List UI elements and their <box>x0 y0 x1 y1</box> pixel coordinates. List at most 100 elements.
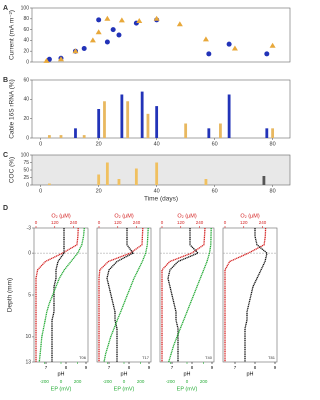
bar <box>47 183 51 185</box>
x-axis-title: Time (days) <box>144 196 178 203</box>
bar <box>97 109 101 138</box>
x-tick-label: 120 <box>51 220 59 225</box>
point <box>43 57 50 63</box>
y-tick-label: 0 <box>26 135 29 141</box>
profile-line <box>167 228 200 362</box>
point <box>118 17 125 23</box>
x-axis-title: EP (mV) <box>114 386 135 392</box>
x-tick-label: 200 <box>74 379 82 384</box>
x-axis-title: O₂ (µM) <box>51 213 71 219</box>
panel-label: B <box>3 77 8 84</box>
profile-line <box>38 227 85 363</box>
profile-line <box>35 227 79 362</box>
point <box>116 32 122 38</box>
x-tick-label: 240 <box>259 220 267 225</box>
bar <box>207 128 211 138</box>
x-tick-label: 8 <box>254 365 257 370</box>
point <box>264 51 270 57</box>
x-axis-title: EP (mV) <box>51 386 72 392</box>
x-tick-label: 0 <box>35 220 38 225</box>
profile-line <box>161 227 206 362</box>
point <box>110 27 116 33</box>
x-tick-label: 60 <box>212 188 218 194</box>
x-tick-label: 7 <box>45 365 48 370</box>
panel-label: D <box>3 205 8 212</box>
x-tick-label: 200 <box>200 379 208 384</box>
point <box>226 41 232 47</box>
x-tick-label: 80 <box>270 141 276 147</box>
plot-background <box>32 155 290 185</box>
bar <box>120 94 124 138</box>
y-axis-title: Current (mA m⁻²) <box>9 10 16 60</box>
profile-tag: T81 <box>268 355 276 360</box>
bar <box>140 91 144 138</box>
y-tick-label: 80 <box>23 16 29 22</box>
plot-frame <box>31 79 291 139</box>
x-tick-label: 80 <box>270 188 276 194</box>
panel-label: C <box>3 152 8 159</box>
x-tick-label: 9 <box>211 365 214 370</box>
x-tick-label: 7 <box>234 365 237 370</box>
profile-tag: T17 <box>142 355 150 360</box>
y-tick-label: 40 <box>23 38 29 44</box>
x-axis-title: pH <box>120 371 127 377</box>
y-tick-label: 0 <box>26 182 29 188</box>
x-tick-label: 120 <box>114 220 122 225</box>
y-axis-title: Cable 16S rRNA (%) <box>9 79 16 139</box>
y-tick-label: 40 <box>23 97 29 103</box>
y-tick-label: 20 <box>23 116 29 122</box>
y-tick-label: 60 <box>23 77 29 83</box>
y-tick-label: -3 <box>27 225 32 231</box>
bar <box>117 179 121 185</box>
x-tick-label: 9 <box>85 365 88 370</box>
plot-frame <box>31 7 291 63</box>
x-tick-label: 20 <box>96 141 102 147</box>
bar <box>134 168 138 185</box>
x-tick-label: 0 <box>186 379 189 384</box>
profile-line <box>98 227 144 362</box>
bar <box>262 176 266 185</box>
plot-frame <box>96 227 152 363</box>
x-axis-title: O₂ (µM) <box>177 213 197 219</box>
profile-line <box>168 227 212 363</box>
x-tick-label: 0 <box>161 220 164 225</box>
point <box>153 15 160 21</box>
profile-line <box>106 228 134 362</box>
point <box>104 39 110 45</box>
bar <box>105 162 109 185</box>
x-axis-title: pH <box>183 371 190 377</box>
x-tick-label: 0 <box>39 188 42 194</box>
y-tick-label: 75 <box>23 160 29 166</box>
bar <box>59 135 63 138</box>
y-tick-label: 5 <box>28 292 31 298</box>
y-tick-label: 0 <box>28 250 31 256</box>
x-axis-title: O₂ (µM) <box>114 213 134 219</box>
point <box>46 56 52 62</box>
profile-tag: T40 <box>205 355 213 360</box>
y-tick-label: 100 <box>21 5 30 11</box>
point <box>202 36 209 42</box>
x-tick-label: 8 <box>191 365 194 370</box>
page: {"chart_data": [ {"type": "scatter", "pa… <box>3 4 291 393</box>
point <box>72 48 79 54</box>
x-tick-label: 240 <box>196 220 204 225</box>
profile-line <box>51 228 65 362</box>
x-axis-title: O₂ (µM) <box>240 213 260 219</box>
x-tick-label: 0 <box>60 379 63 384</box>
y-axis-title: Depth (mm) <box>7 278 14 312</box>
x-tick-label: -200 <box>103 379 113 384</box>
point <box>57 56 64 62</box>
bar <box>103 101 106 138</box>
x-tick-label: 0 <box>98 220 101 225</box>
point <box>206 51 212 57</box>
x-tick-label: 7 <box>108 365 111 370</box>
y-tick-label: 50 <box>23 167 29 173</box>
x-tick-label: -200 <box>166 379 176 384</box>
point <box>136 17 143 23</box>
y-tick-label: 25 <box>23 175 29 181</box>
point <box>89 37 96 43</box>
point <box>104 15 111 21</box>
x-tick-label: 120 <box>240 220 248 225</box>
bar <box>47 135 51 138</box>
